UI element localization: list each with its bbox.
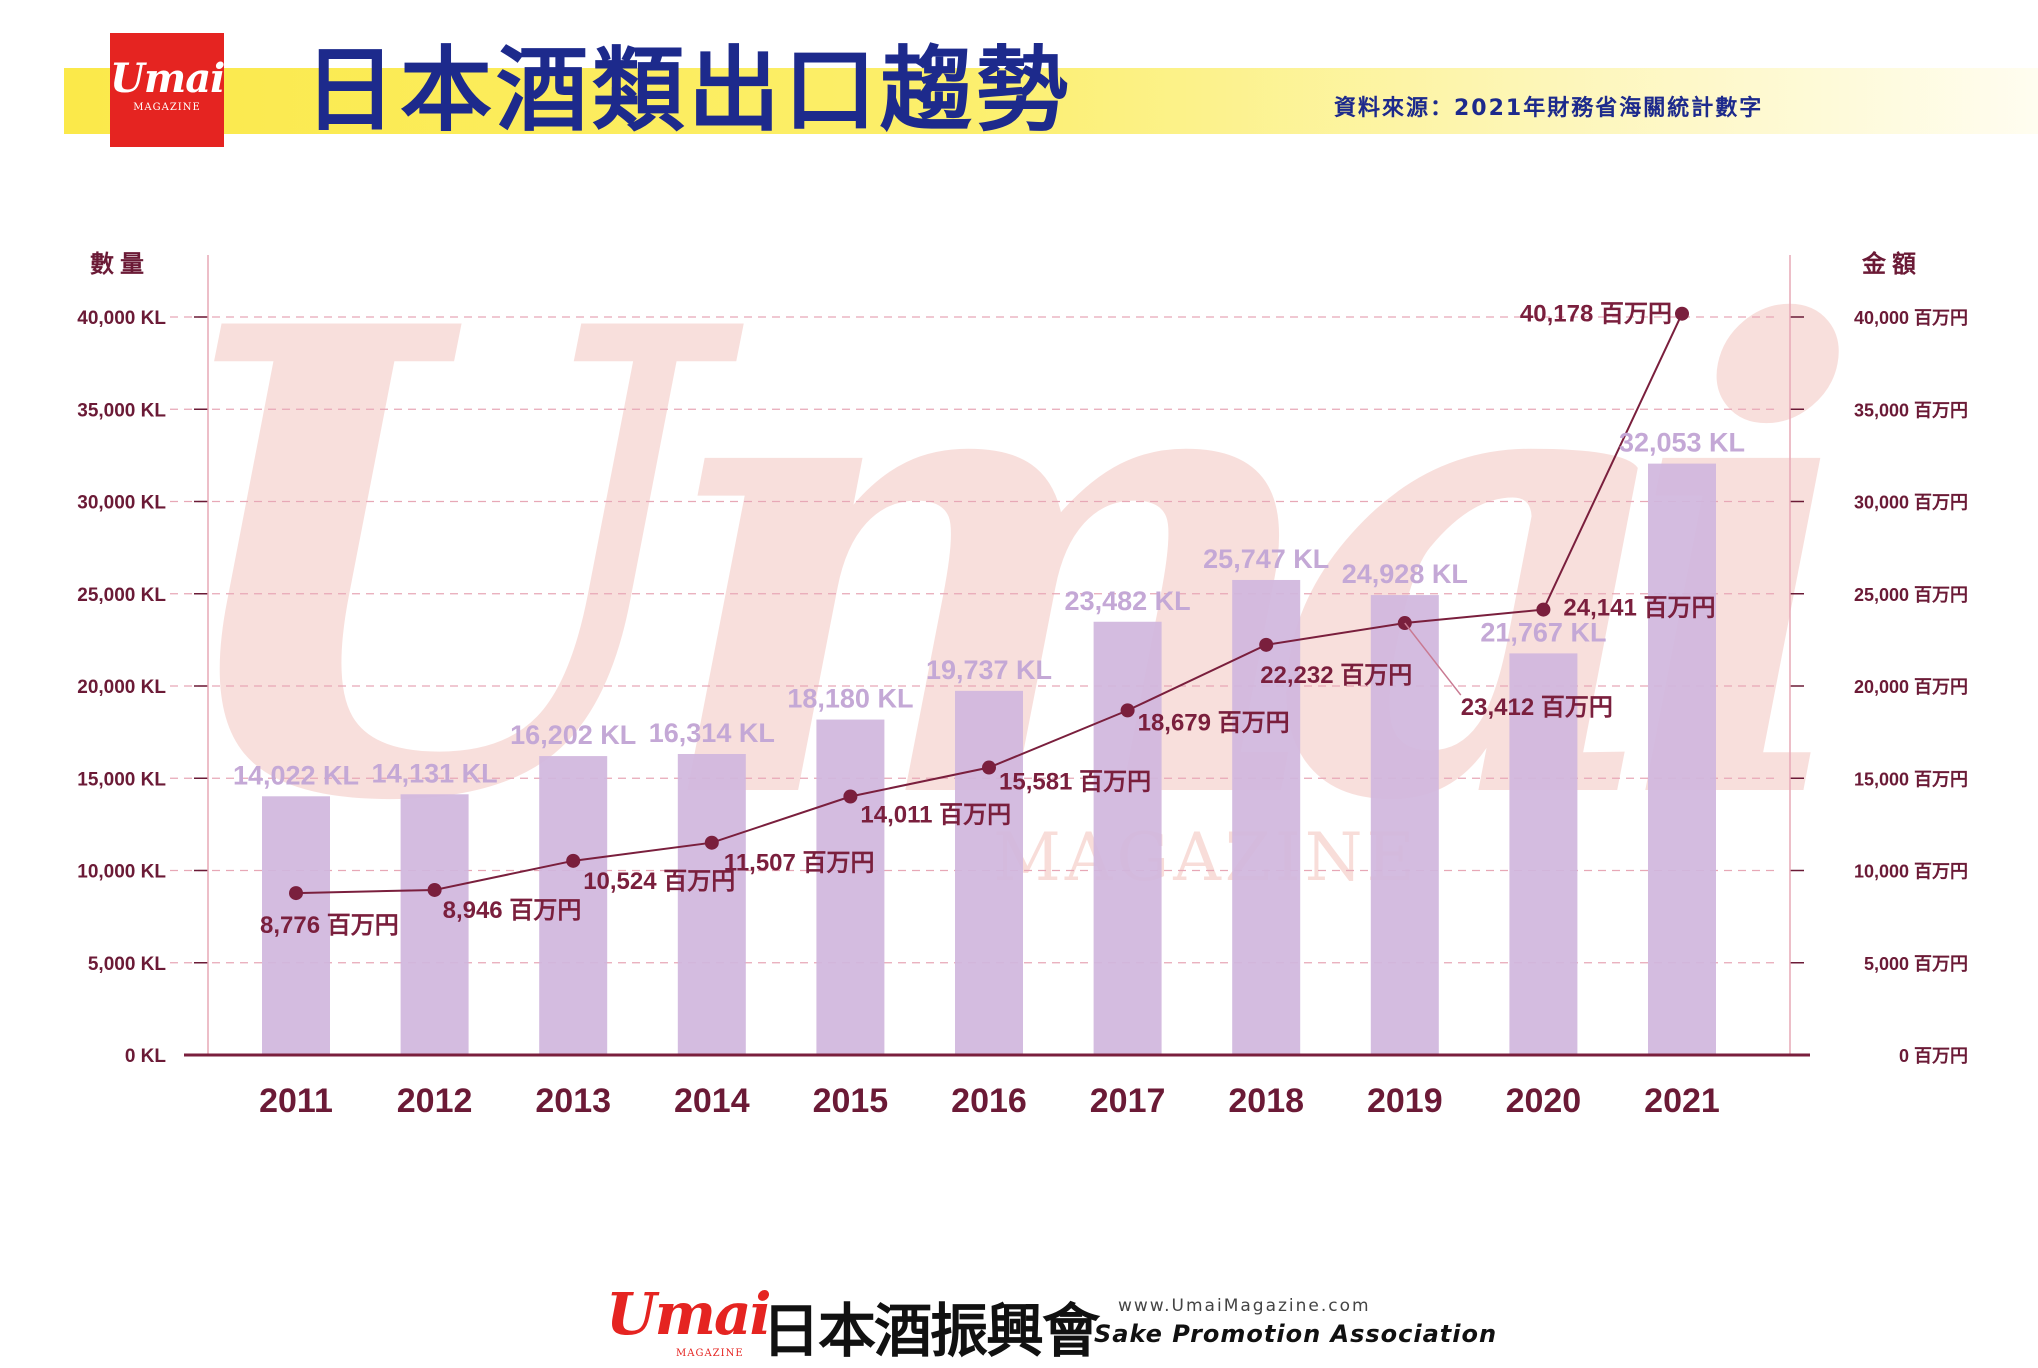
- footer: Umai MAGAZINE 日本酒振興會 www.UmaiMagazine.co…: [0, 1270, 2038, 1365]
- bar-2014: [677, 754, 746, 1055]
- x-tick-label: 2019: [1367, 1082, 1443, 1120]
- bar-value-label: 19,737 KL: [926, 655, 1052, 685]
- footer-umai-logo: Umai: [606, 1280, 772, 1348]
- y-tick-label: 15,000 KL: [77, 769, 166, 790]
- value-point-2013: [566, 853, 581, 868]
- bar-2017: [1093, 621, 1162, 1055]
- y-tick-label: 10,000 KL: [77, 862, 166, 883]
- x-tick-label: 2017: [1090, 1082, 1166, 1120]
- y2-tick-label: 35,000 百万円: [1854, 400, 1968, 420]
- axes: 0 KL 0 百万円 5,000 KL 5,000 百万円 10,000 KL 10,00…: [77, 250, 1968, 1120]
- y-tick-label: 35,000 KL: [77, 400, 166, 421]
- x-tick-label: 2018: [1228, 1082, 1304, 1120]
- x-tick-label: 2016: [951, 1082, 1027, 1120]
- y-tick-label: 20,000 KL: [77, 677, 166, 698]
- y2-tick-label: 5,000 百万円: [1864, 954, 1968, 974]
- bar-value-label: 14,131 KL: [372, 758, 498, 788]
- value-point-2014: [704, 835, 719, 850]
- y2-tick-label: 10,000 百万円: [1854, 862, 1968, 882]
- logo-word: Umai: [110, 55, 225, 102]
- bar-2019: [1370, 595, 1439, 1055]
- y2-axis-title: 金額: [1861, 250, 1922, 278]
- bar-2018: [1232, 579, 1301, 1055]
- line-value-label: 22,232 百万円: [1260, 662, 1412, 689]
- value-point-2021: [1675, 306, 1689, 321]
- y2-tick-label: 15,000 百万円: [1854, 769, 1968, 789]
- label-leader-line: [1404, 622, 1462, 696]
- data-labels: 14,022 KL 14,131 KL 16,202 KL 16,314 KL 18,1…: [233, 301, 1745, 939]
- association-name-en: Sake Promotion Association: [1094, 1320, 1498, 1348]
- title-banner: [64, 68, 2038, 134]
- bar-value-label: 24,928 KL: [1342, 559, 1468, 589]
- watermark-sub: MAGAZINE: [993, 819, 1419, 896]
- value-point-2018: [1259, 637, 1274, 652]
- association-name-zh: 日本酒振興會: [762, 1297, 1100, 1365]
- x-tick-label: 2013: [535, 1082, 611, 1120]
- y2-tick-label: 25,000 百万円: [1854, 585, 1968, 605]
- line-value-label: 8,946 百万円: [443, 897, 582, 924]
- value-line: [289, 306, 1689, 901]
- bar-value-label: 32,053 KL: [1619, 428, 1745, 458]
- bar-2016: [955, 690, 1023, 1055]
- bar-2015: [816, 719, 885, 1055]
- bar-value-label: 23,482 KL: [1065, 586, 1191, 616]
- bar-value-label: 16,202 KL: [510, 720, 636, 750]
- line-value-label: 14,011 百万円: [860, 801, 1011, 828]
- bar-value-label: 18,180 KL: [787, 684, 913, 714]
- x-tick-label: 2011: [259, 1082, 333, 1120]
- bar-value-label: 21,767 KL: [1480, 617, 1606, 647]
- y2-tick-label: 30,000 百万円: [1854, 493, 1968, 513]
- line-value-label: 8,776 百万円: [260, 912, 399, 939]
- bar-2011: [262, 796, 330, 1055]
- bar-2013: [539, 756, 608, 1055]
- y-tick-label: 5,000 KL: [88, 954, 167, 975]
- website-url[interactable]: www.UmaiMagazine.com: [1118, 1296, 1371, 1316]
- page-title: 日本酒類出口趨勢: [304, 37, 1073, 144]
- bar-2020: [1509, 653, 1578, 1055]
- value-point-2011: [289, 886, 303, 901]
- x-tick-label: 2021: [1644, 1082, 1720, 1120]
- logo-sub: MAGAZINE: [133, 102, 201, 113]
- x-tick-label: 2012: [397, 1082, 473, 1120]
- value-point-2020: [1536, 602, 1551, 617]
- line-value-label: 18,679 百万円: [1138, 709, 1290, 736]
- bar-value-label: 16,314 KL: [649, 718, 775, 748]
- y-tick-label: 40,000 KL: [77, 308, 166, 329]
- quantity-bars: [262, 463, 1716, 1055]
- value-point-2015: [843, 789, 858, 804]
- y-tick-label: 30,000 KL: [77, 493, 166, 514]
- value-point-2016: [982, 760, 996, 775]
- y2-tick-label: 0 百万円: [1899, 1046, 1968, 1066]
- bar-2012: [400, 794, 469, 1055]
- line-value-label: 11,507 百万円: [724, 850, 875, 877]
- line-value-label: 23,412 百万円: [1461, 694, 1613, 721]
- y-axis-title: 數量: [90, 250, 150, 278]
- footer-logo-sub: MAGAZINE: [676, 1348, 744, 1359]
- line-value-label: 10,524 百万円: [583, 868, 735, 895]
- value-point-2012: [427, 882, 442, 897]
- x-tick-label: 2020: [1506, 1082, 1582, 1120]
- bar-value-label: 25,747 KL: [1203, 544, 1329, 574]
- line-value-label: 40,178 百万円: [1520, 301, 1672, 328]
- x-tick-label: 2015: [813, 1082, 889, 1120]
- line-value-label: 15,581 百万円: [999, 769, 1151, 796]
- y-tick-label: 0 KL: [125, 1046, 167, 1067]
- y2-tick-label: 20,000 百万円: [1854, 677, 1968, 697]
- umai-logo: Umai MAGAZINE: [110, 33, 225, 147]
- x-tick-label: 2014: [674, 1082, 750, 1120]
- value-point-2017: [1120, 703, 1135, 718]
- y-tick-label: 25,000 KL: [77, 585, 166, 606]
- bar-2021: [1648, 463, 1716, 1055]
- y2-tick-label: 40,000 百万円: [1854, 308, 1968, 328]
- line-value-label: 24,141 百万円: [1563, 595, 1715, 622]
- bar-value-label: 14,022 KL: [233, 760, 359, 790]
- data-source: 資料來源：2021年財務省海關統計數字: [1334, 96, 1764, 121]
